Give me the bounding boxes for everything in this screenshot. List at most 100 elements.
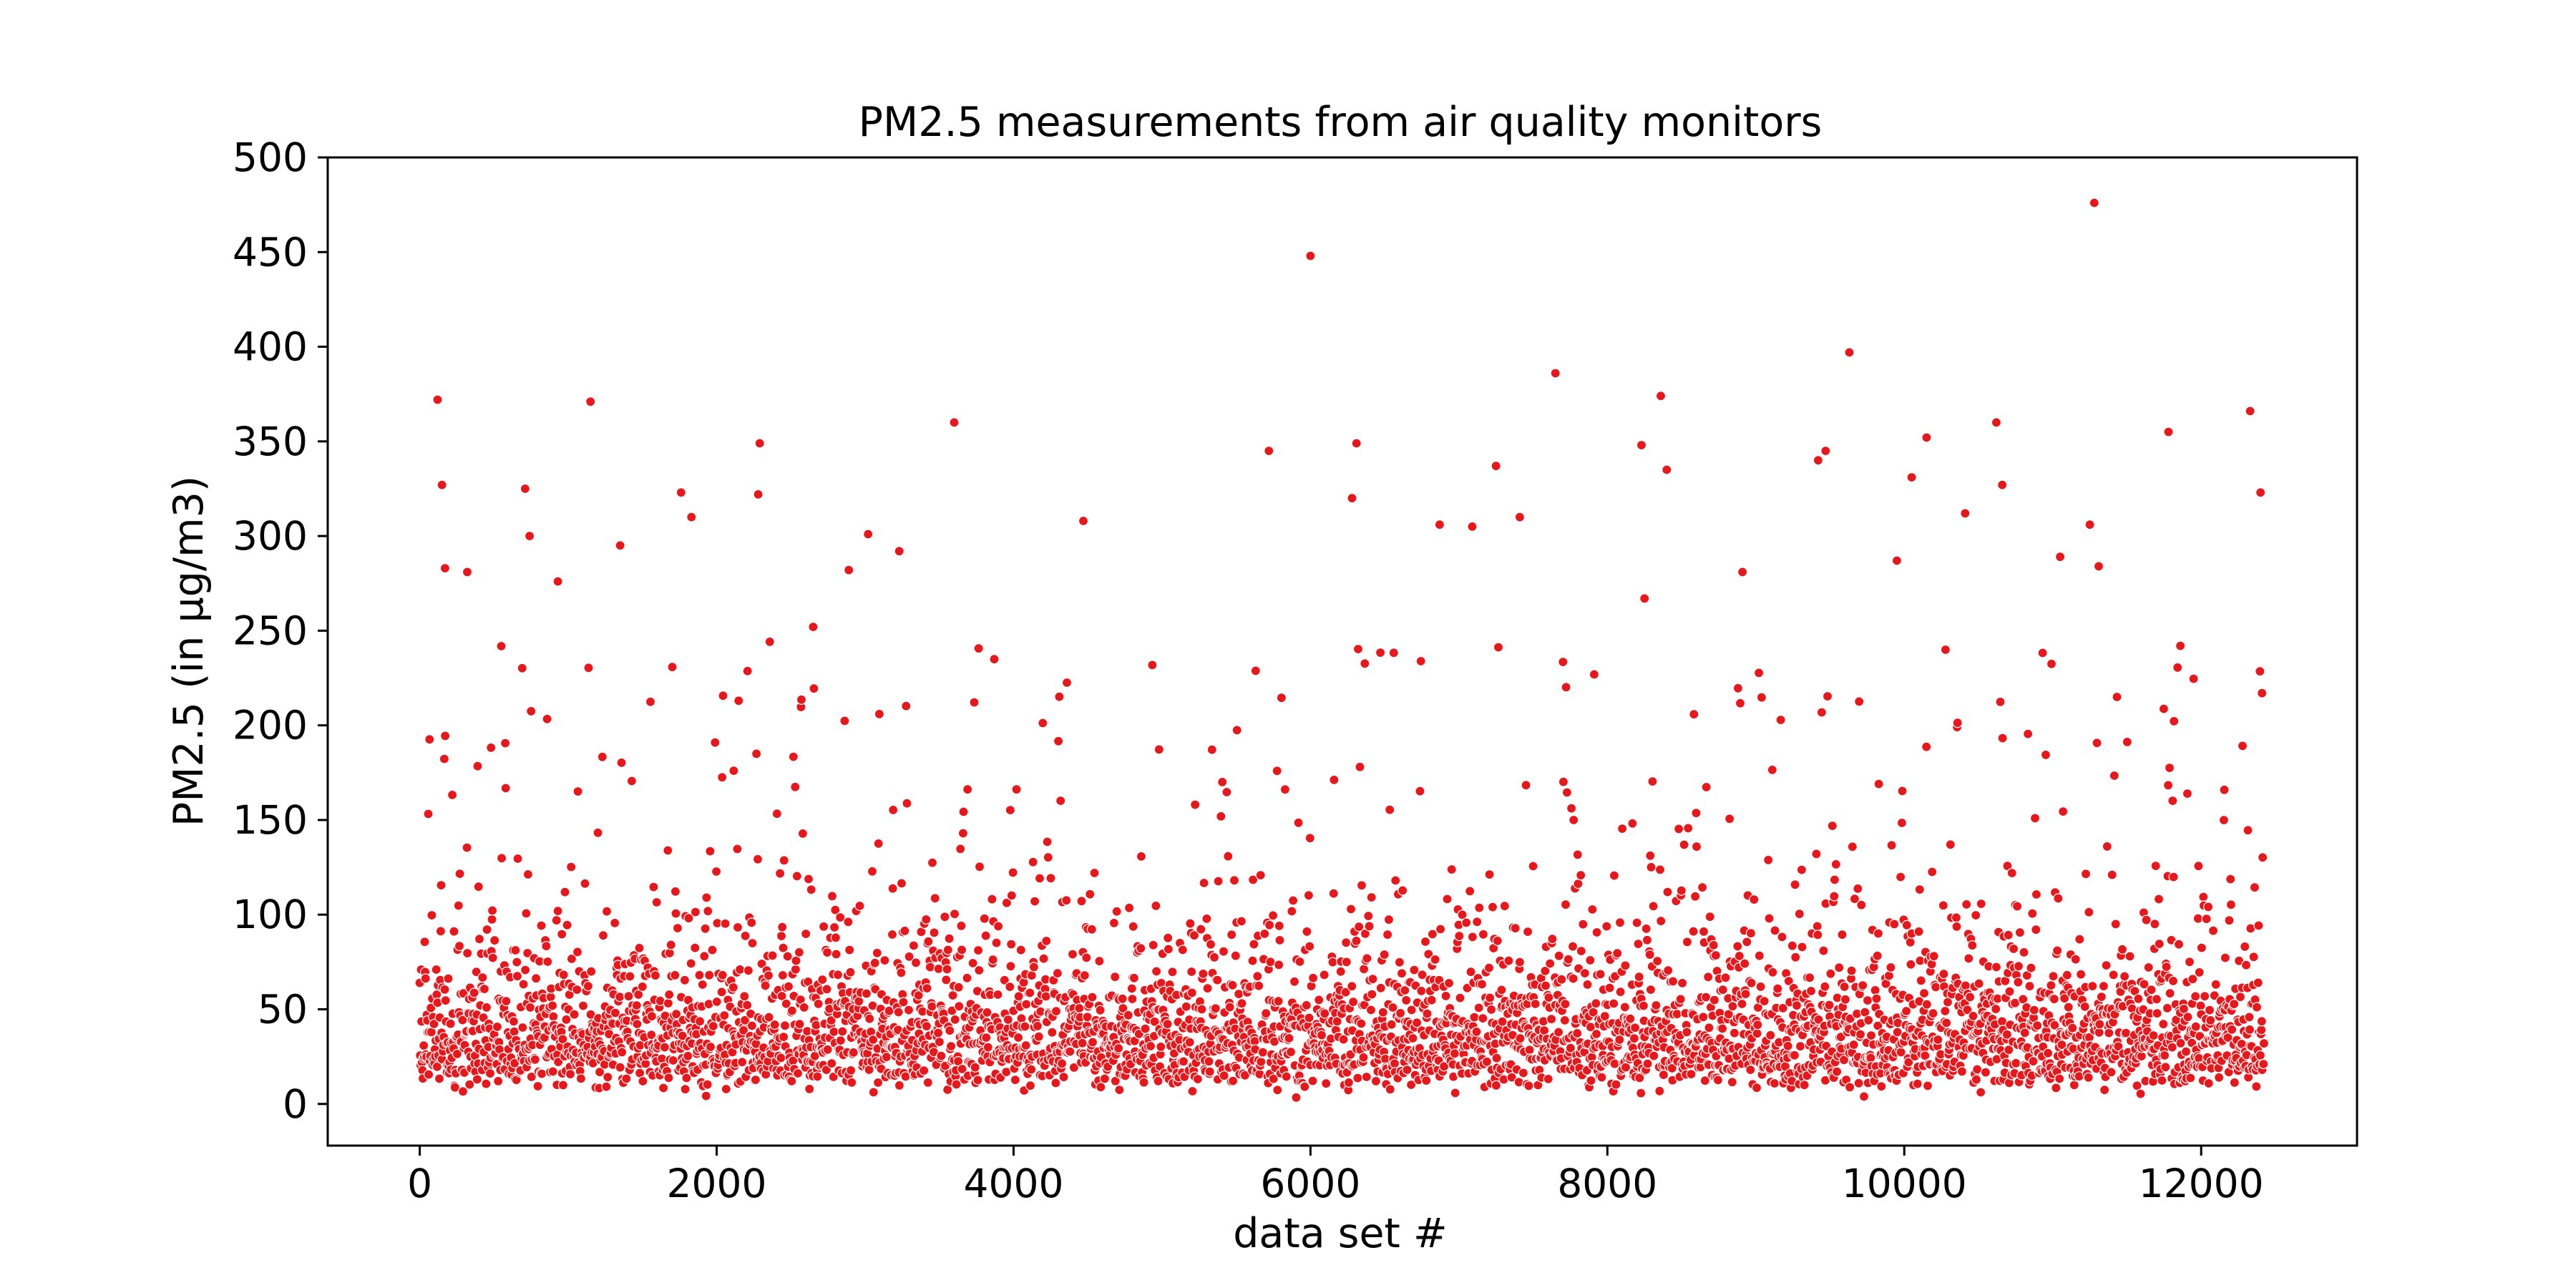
data-point: [2117, 944, 2128, 955]
data-point: [1356, 1018, 1367, 1029]
data-point: [929, 927, 940, 938]
data-point: [835, 1035, 846, 1046]
data-point: [426, 909, 437, 921]
data-point: [1442, 894, 1453, 904]
data-point: [1553, 1027, 1564, 1038]
data-point: [1341, 937, 1352, 948]
data-point: [1089, 867, 1100, 879]
data-point: [545, 992, 556, 1002]
data-point: [1478, 1013, 1488, 1024]
data-point: [801, 928, 811, 940]
data-point: [1897, 786, 1908, 796]
data-point: [2257, 688, 2268, 698]
data-point: [1752, 1020, 1763, 1030]
data-point: [1085, 889, 1096, 899]
data-point: [663, 1073, 674, 1083]
data-point: [646, 1011, 658, 1022]
data-point: [1865, 1053, 1876, 1063]
data-point: [1389, 1058, 1400, 1069]
data-point: [763, 970, 774, 981]
data-point: [2009, 997, 2021, 1008]
data-point: [1247, 874, 1259, 885]
data-point: [1777, 1002, 1788, 1014]
data-point: [664, 989, 675, 1000]
data-point: [767, 950, 778, 961]
data-point: [718, 691, 728, 701]
data-point: [1566, 803, 1577, 814]
data-point: [419, 1040, 429, 1051]
data-point: [2024, 981, 2035, 992]
data-point: [1086, 924, 1097, 935]
data-point: [728, 765, 739, 776]
data-point: [1094, 956, 1105, 967]
data-point: [942, 945, 953, 955]
data-point: [1940, 1005, 1951, 1017]
data-point: [1523, 1080, 1534, 1091]
data-point: [879, 955, 890, 966]
data-point: [625, 971, 635, 982]
data-point: [1118, 1002, 1128, 1014]
data-point: [1524, 1045, 1535, 1055]
data-point: [1599, 1011, 1610, 1022]
data-point: [1647, 776, 1658, 787]
data-point: [1556, 974, 1567, 985]
data-point: [542, 956, 553, 967]
data-point: [719, 1010, 730, 1021]
data-point: [1543, 1073, 1553, 1085]
data-point: [2255, 666, 2265, 677]
data-point: [2048, 971, 2059, 982]
data-point: [1863, 1015, 1874, 1025]
data-point: [868, 1087, 879, 1098]
data-point: [1928, 1008, 1938, 1019]
data-point: [1008, 867, 1018, 878]
data-point: [2083, 1072, 2094, 1083]
y-tick-label: 300: [233, 513, 308, 559]
data-point: [1082, 1012, 1093, 1023]
data-point: [2004, 1045, 2014, 1055]
data-point: [577, 1000, 589, 1011]
data-point: [779, 1020, 791, 1031]
data-point: [1901, 919, 1912, 931]
data-point: [923, 936, 934, 947]
data-point: [1478, 929, 1488, 940]
data-point: [2013, 977, 2024, 987]
data-point: [1862, 995, 1873, 1006]
data-point: [1261, 1008, 1272, 1019]
data-point: [1896, 872, 1906, 882]
y-axis-label: PM2.5 (in µg/m3): [165, 476, 213, 826]
data-point: [2244, 1012, 2255, 1023]
data-point: [1582, 979, 1593, 990]
data-point: [1013, 1032, 1024, 1043]
data-point: [942, 964, 952, 975]
data-point: [812, 1071, 823, 1082]
data-point: [1940, 644, 1951, 655]
data-point: [1028, 962, 1040, 972]
data-point: [1358, 1052, 1369, 1063]
data-point: [1572, 849, 1583, 860]
data-point: [945, 1040, 957, 1052]
data-point: [1727, 1001, 1738, 1012]
data-point: [1646, 862, 1657, 873]
data-point: [2052, 945, 2063, 956]
data-point: [1056, 1058, 1068, 1069]
data-point: [1001, 897, 1013, 908]
data-point: [1871, 993, 1882, 1004]
data-point: [2109, 770, 2119, 781]
data-point: [1210, 1003, 1221, 1014]
data-point: [500, 783, 511, 794]
data-point: [1674, 824, 1684, 834]
data-point: [1703, 972, 1714, 982]
data-point: [1136, 851, 1147, 862]
data-point: [839, 716, 850, 726]
data-point: [2070, 954, 2081, 965]
data-point: [1951, 921, 1962, 932]
data-point: [778, 1031, 789, 1043]
data-point: [1360, 658, 1370, 669]
data-point: [1763, 854, 1774, 866]
data-point: [2029, 813, 2041, 824]
data-point: [2224, 915, 2235, 926]
data-point: [1829, 891, 1840, 902]
data-point: [1128, 921, 1138, 932]
data-point: [1247, 955, 1258, 966]
